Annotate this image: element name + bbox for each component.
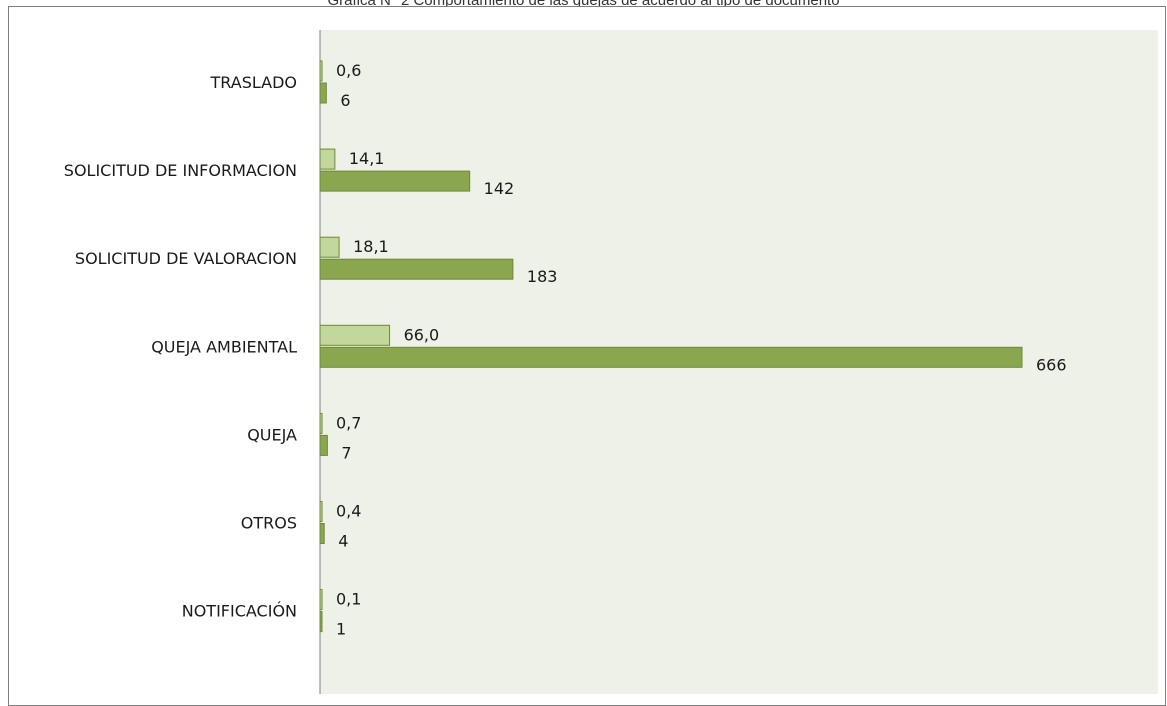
category-label: QUEJA AMBIENTAL <box>151 337 297 356</box>
category-label: QUEJA <box>247 425 297 444</box>
data-label-series-2: 183 <box>527 267 558 286</box>
data-label-series-2: 7 <box>341 443 351 462</box>
data-label-series-2: 6 <box>340 91 350 110</box>
bar-series-2 <box>319 346 1023 368</box>
data-label-series-2: 4 <box>338 532 348 551</box>
bar-series-1 <box>319 324 391 346</box>
bar-series-1 <box>319 148 336 170</box>
bar-series-2 <box>319 258 514 280</box>
data-label-series-2: 142 <box>484 179 515 198</box>
data-label-series-1: 66,0 <box>404 325 440 344</box>
bar-series-1 <box>319 60 323 82</box>
data-label-series-1: 0,1 <box>336 590 361 609</box>
bar-series-2 <box>319 170 471 192</box>
data-label-series-1: 0,4 <box>336 502 361 521</box>
chart-title: Grafica N° 2 Comportamiento de las queja… <box>327 0 840 9</box>
bar-series-1 <box>319 412 323 434</box>
category-label: TRASLADO <box>210 73 297 92</box>
category-label: NOTIFICACIÓN <box>182 602 297 621</box>
bar-series-2 <box>319 434 328 456</box>
data-label-series-2: 666 <box>1036 355 1067 374</box>
data-label-series-1: 0,6 <box>336 61 361 80</box>
data-label-series-1: 0,7 <box>336 413 361 432</box>
category-label: OTROS <box>241 514 297 533</box>
bar-series-2 <box>319 82 327 104</box>
bar-series-2 <box>319 611 323 633</box>
bar-series-2 <box>319 523 325 544</box>
data-label-series-1: 14,1 <box>349 149 385 168</box>
data-label-series-2: 1 <box>336 620 346 639</box>
bar-series-1 <box>319 589 323 611</box>
category-label: SOLICITUD DE VALORACION <box>75 249 297 268</box>
bar-series-1 <box>319 501 323 522</box>
category-label: SOLICITUD DE INFORMACION <box>64 161 297 180</box>
data-label-series-1: 18,1 <box>353 237 389 256</box>
bar-series-1 <box>319 236 340 258</box>
